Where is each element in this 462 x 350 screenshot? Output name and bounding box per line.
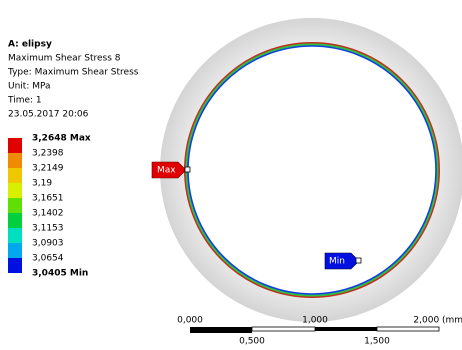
scale-label: 0,000 bbox=[177, 316, 203, 326]
legend-label: 3,0654 bbox=[32, 254, 64, 264]
legend-swatch bbox=[8, 213, 22, 228]
legend-label: 3,1402 bbox=[32, 209, 64, 219]
legend-swatch bbox=[8, 228, 22, 243]
scale-bar bbox=[190, 327, 439, 333]
header-line: Time: 1 bbox=[7, 96, 42, 106]
inner-hole bbox=[188, 46, 436, 294]
legend-label: 3,2398 bbox=[32, 149, 64, 159]
scale-label: 2,000 (mm) bbox=[413, 316, 462, 326]
legend-swatch bbox=[8, 183, 22, 198]
legend-label: 3,19 bbox=[32, 179, 52, 189]
min-label: Min bbox=[329, 257, 345, 267]
legend-label: 3,1651 bbox=[32, 194, 64, 204]
scale-label: 1,000 bbox=[302, 316, 328, 326]
max-label: Max bbox=[157, 166, 176, 176]
legend-label: 3,0903 bbox=[32, 239, 64, 249]
legend-label: 3,2648 Max bbox=[32, 134, 91, 144]
legend-label: 3,2149 bbox=[32, 164, 64, 174]
screen: A: elipsy Maximum Shear Stress 8 Type: Ma… bbox=[0, 0, 462, 350]
header-line: Maximum Shear Stress 8 bbox=[8, 54, 121, 64]
header-line: Type: Maximum Shear Stress bbox=[7, 68, 139, 78]
scale-label: 1,500 bbox=[364, 337, 390, 347]
header-line: Unit: MPa bbox=[8, 82, 51, 92]
legend-swatch bbox=[8, 198, 22, 213]
scale-label: 0,500 bbox=[239, 337, 265, 347]
legend-label: 3,0405 Min bbox=[32, 269, 88, 279]
legend-swatch bbox=[8, 138, 22, 153]
legend-swatch bbox=[8, 168, 22, 183]
legend-swatch bbox=[8, 243, 22, 258]
legend-swatch bbox=[8, 153, 22, 168]
legend-label: 3,1153 bbox=[32, 224, 64, 234]
title: A: elipsy bbox=[8, 40, 52, 50]
header-line: 23.05.2017 20:06 bbox=[8, 110, 89, 120]
legend-swatch bbox=[8, 258, 22, 273]
